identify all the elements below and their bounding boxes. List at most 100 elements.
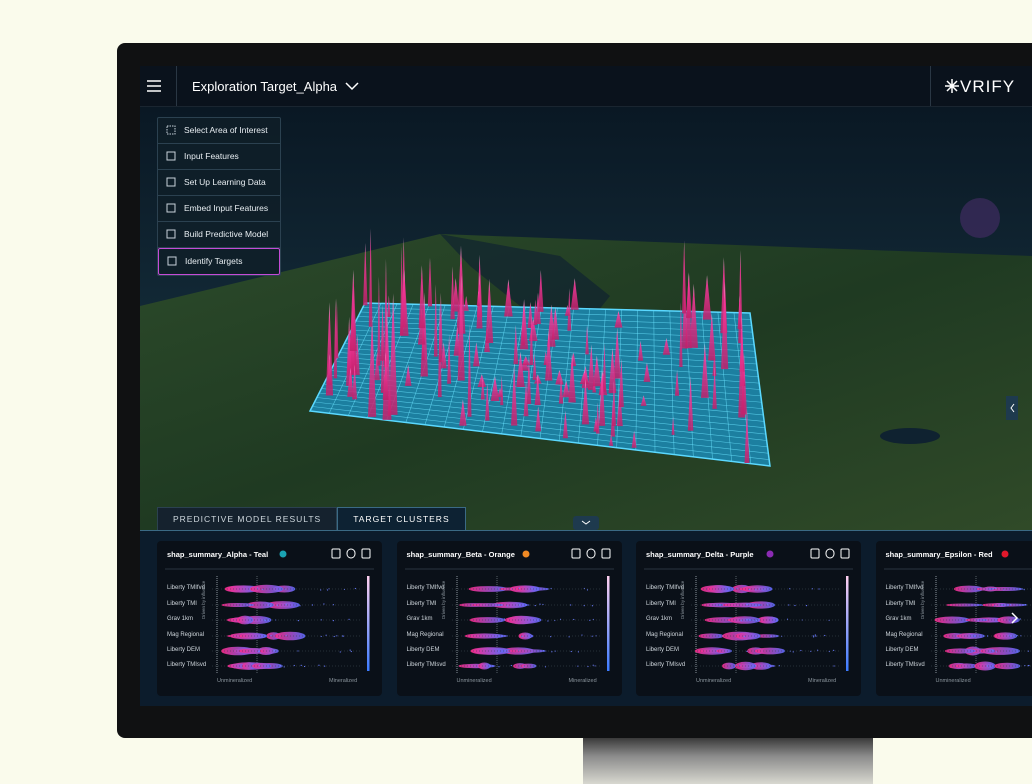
violin-segment <box>477 662 490 670</box>
target-spike <box>599 368 606 426</box>
y-axis-label: Driven by influence <box>201 580 206 619</box>
target-spike <box>533 299 538 325</box>
target-spike <box>382 352 389 400</box>
lake <box>880 428 940 444</box>
target-spike <box>679 302 683 367</box>
menu-item[interactable]: Identify Targets <box>158 248 280 275</box>
target-spike <box>534 375 541 406</box>
target-spike <box>452 278 460 312</box>
violin-point <box>577 651 579 653</box>
export-icon[interactable] <box>571 548 580 559</box>
card-title: shap_summary_Alpha - Teal <box>167 550 269 559</box>
tab[interactable]: TARGET CLUSTERS <box>337 507 466 530</box>
feature-label: Liberty TMI <box>406 601 437 607</box>
violin-point <box>1016 651 1019 653</box>
report-icon[interactable] <box>361 548 371 559</box>
feature-label: Liberty TMIfvd <box>167 585 205 591</box>
zoom-icon[interactable] <box>586 548 595 559</box>
menu-icon <box>166 229 176 239</box>
feature-label: Grav 1km <box>646 616 673 622</box>
violin-point <box>546 620 549 622</box>
violin-point <box>270 634 272 637</box>
menu-item[interactable]: Input Features <box>158 144 280 170</box>
project-title[interactable]: Exploration Target_Alpha <box>192 79 338 94</box>
target-spike <box>438 292 443 363</box>
side-panel-toggle[interactable] <box>1006 396 1018 420</box>
feature-label: Liberty TMIfvd <box>406 585 445 591</box>
y-axis-label: Driven by influence <box>680 580 685 619</box>
violin-point <box>276 604 278 606</box>
violin-point <box>332 604 334 606</box>
violin-point <box>572 618 574 621</box>
menu-item[interactable]: Embed Input Features <box>158 196 280 222</box>
violin-segment <box>707 585 731 593</box>
violin-point <box>311 604 314 606</box>
zoom-icon[interactable] <box>825 548 835 559</box>
menu-item[interactable]: Set Up Learning Data <box>158 170 280 196</box>
menu-item[interactable]: Select Area of Interest <box>158 118 280 144</box>
target-spike <box>535 406 542 432</box>
zoom-icon[interactable] <box>346 548 356 559</box>
target-spike <box>535 292 541 324</box>
target-spike <box>579 371 589 384</box>
feature-label: Grav 1km <box>167 616 194 622</box>
report-icon[interactable] <box>601 548 610 559</box>
target-spike <box>640 395 647 406</box>
violin-point <box>991 649 993 651</box>
export-icon[interactable] <box>331 548 341 559</box>
feature-label: Liberty DEM <box>167 647 201 653</box>
next-arrow[interactable] <box>1010 611 1020 625</box>
violin-point <box>754 664 756 667</box>
violin-point <box>264 620 266 622</box>
violin-point <box>297 650 299 652</box>
color-dot <box>522 550 530 558</box>
target-spike <box>347 367 354 397</box>
target-spike <box>555 369 564 385</box>
violin-point <box>580 634 583 636</box>
menu-item[interactable]: Build Predictive Model <box>158 222 280 248</box>
report-icon[interactable] <box>840 548 850 559</box>
feature-label: Mag Regional <box>646 632 684 638</box>
violin-segment <box>518 632 532 640</box>
violin-point <box>586 589 588 591</box>
x-axis-label: Mineralized <box>808 678 837 684</box>
violin-segment <box>471 603 503 607</box>
violin-point <box>297 620 299 622</box>
violin-point <box>800 649 802 652</box>
target-spike <box>399 269 409 336</box>
target-spike <box>708 313 716 361</box>
compass[interactable] <box>960 198 1000 238</box>
feature-label: Liberty DEM <box>885 647 919 653</box>
menu-icon <box>166 177 176 187</box>
violin-point <box>503 618 505 620</box>
violin-point <box>285 634 287 636</box>
feature-label: Liberty DEM <box>406 647 440 653</box>
tab[interactable]: PREDICTIVE MODEL RESULTS <box>157 507 338 530</box>
violin-point <box>746 603 748 605</box>
violin-segment <box>464 633 504 639</box>
violin-point <box>518 604 520 606</box>
menu-label: Identify Targets <box>185 256 243 266</box>
feature-label: Mag Regional <box>885 632 923 638</box>
chevron-icon <box>1010 403 1015 413</box>
feature-label: Liberty TMIfvd <box>646 585 684 591</box>
feature-label: Grav 1km <box>406 616 433 622</box>
violin-point <box>824 634 826 637</box>
target-spike <box>700 343 709 398</box>
target-spike <box>551 307 560 340</box>
target-spike <box>511 363 518 426</box>
target-spike <box>440 342 447 369</box>
dropdown-icon[interactable] <box>345 82 359 91</box>
export-icon[interactable] <box>810 548 820 559</box>
feature-label: Liberty TMI <box>885 601 916 607</box>
target-spike <box>562 410 568 439</box>
feature-label: Liberty TMIsvd <box>406 662 446 668</box>
y-axis-label: Driven by influence <box>919 580 925 619</box>
target-spike <box>570 278 579 310</box>
menu-label: Set Up Learning Data <box>184 177 266 187</box>
violin-point <box>510 664 512 667</box>
violin-segment <box>757 616 779 624</box>
hamburger-menu[interactable] <box>147 80 161 92</box>
collapse-button[interactable] <box>573 516 599 530</box>
